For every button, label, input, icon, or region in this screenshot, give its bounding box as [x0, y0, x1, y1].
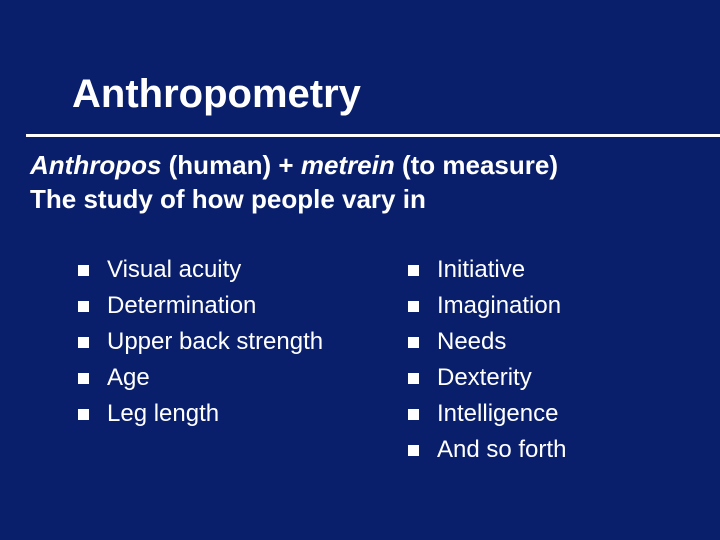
list-item-label: Age	[107, 364, 150, 392]
list-item-label: Leg length	[107, 400, 219, 428]
list-item: Determination	[78, 288, 408, 324]
list-item-label: Needs	[437, 328, 506, 356]
slide: Anthropometry Anthropos (human) + metrei…	[0, 0, 720, 540]
etymology-text: (to measure)	[395, 150, 558, 180]
list-item: Age	[78, 360, 408, 396]
list-item: Needs	[408, 324, 708, 360]
list-item: Visual acuity	[78, 252, 408, 288]
square-bullet-icon	[78, 265, 89, 276]
list-item-label: Intelligence	[437, 400, 558, 428]
list-item-label: Visual acuity	[107, 256, 241, 284]
list-item: Imagination	[408, 288, 708, 324]
list-column: Visual acuity Determination Upper back str…	[78, 252, 408, 432]
list-item: And so forth	[408, 432, 708, 468]
square-bullet-icon	[408, 265, 419, 276]
list-item: Initiative	[408, 252, 708, 288]
square-bullet-icon	[408, 373, 419, 384]
list-item-label: Initiative	[437, 256, 525, 284]
etymology-text: (human) +	[161, 150, 300, 180]
square-bullet-icon	[408, 445, 419, 456]
square-bullet-icon	[78, 301, 89, 312]
etymology-term: Anthropos	[30, 150, 161, 180]
list-item-label: Dexterity	[437, 364, 532, 392]
square-bullet-icon	[78, 373, 89, 384]
square-bullet-icon	[408, 301, 419, 312]
slide-title: Anthropometry	[72, 72, 361, 117]
list-item: Upper back strength	[78, 324, 408, 360]
list-item-label: And so forth	[437, 436, 566, 464]
square-bullet-icon	[78, 409, 89, 420]
list-item: Leg length	[78, 396, 408, 432]
list-item: Dexterity	[408, 360, 708, 396]
etymology-term: metrein	[301, 150, 395, 180]
square-bullet-icon	[78, 337, 89, 348]
list-column: Initiative Imagination Needs Dexterity Intel…	[408, 252, 708, 468]
list-item: Intelligence	[408, 396, 708, 432]
list-item-label: Upper back strength	[107, 328, 323, 356]
etymology-line: Anthropos (human) + metrein (to measure)	[30, 150, 558, 181]
list-item-label: Imagination	[437, 292, 561, 320]
slide-subtitle: The study of how people vary in	[30, 184, 426, 215]
list-item-label: Determination	[107, 292, 256, 320]
square-bullet-icon	[408, 337, 419, 348]
square-bullet-icon	[408, 409, 419, 420]
title-divider	[26, 134, 720, 137]
